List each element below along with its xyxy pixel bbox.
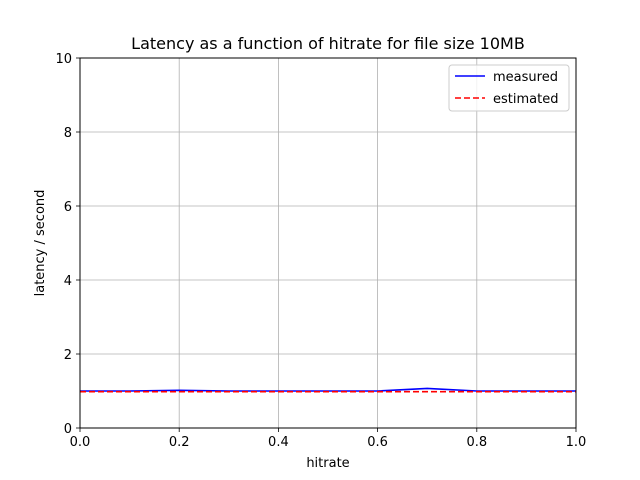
y-tick-label: 0 [64,422,72,437]
y-tick-label: 4 [64,274,72,289]
grid-lines [79,57,577,429]
x-tick-label: 0.2 [169,435,190,450]
y-axis-label: latency / second [33,190,48,297]
x-axis-ticks: 0.0 0.2 0.4 0.6 0.8 1.0 [70,428,587,450]
y-axis-ticks: 0 2 4 6 8 10 [55,52,80,437]
legend-label-estimated: estimated [493,92,558,107]
legend-label-measured: measured [493,70,558,85]
chart-title: Latency as a function of hitrate for fil… [131,34,525,53]
y-tick-label: 8 [64,126,72,141]
y-tick-label: 10 [55,52,72,67]
legend: measured estimated [448,64,570,112]
x-tick-label: 1.0 [566,435,587,450]
y-tick-label: 2 [64,348,72,363]
x-tick-label: 0.0 [70,435,91,450]
x-tick-label: 0.4 [268,435,289,450]
y-tick-label: 6 [64,200,72,215]
x-axis-label: hitrate [306,456,349,471]
plot-frame [79,57,577,429]
series-layer [80,387,576,393]
x-tick-label: 0.8 [466,435,487,450]
x-tick-label: 0.6 [367,435,388,450]
